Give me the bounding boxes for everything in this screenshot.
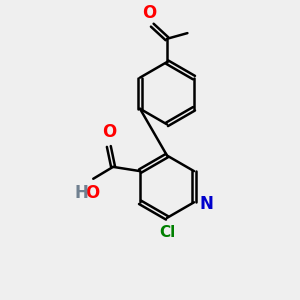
Text: O: O (142, 4, 156, 22)
Text: Cl: Cl (159, 225, 175, 240)
Text: H: H (74, 184, 88, 202)
Text: O: O (102, 123, 116, 141)
Text: O: O (85, 184, 100, 202)
Text: N: N (199, 195, 213, 213)
